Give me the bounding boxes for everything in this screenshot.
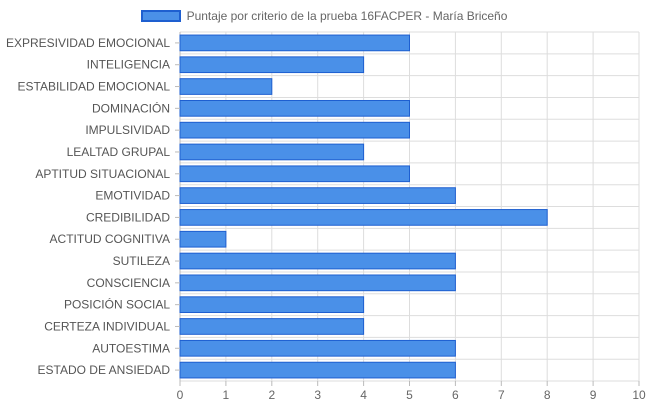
x-tick-label: 2: [268, 388, 275, 402]
x-tick-label: 0: [177, 388, 184, 402]
x-tick-label: 4: [360, 388, 367, 402]
bar: [179, 361, 456, 379]
x-tick-label: 8: [544, 388, 551, 402]
bar: [179, 296, 365, 314]
bar: [179, 34, 410, 52]
category-label: ESTADO DE ANSIEDAD: [38, 363, 171, 377]
x-tick-label: 10: [632, 388, 646, 402]
category-label: DOMINACIÓN: [92, 100, 170, 115]
bar: [179, 121, 410, 139]
bar: [179, 230, 227, 248]
category-label: EMOTIVIDAD: [95, 189, 170, 203]
category-label: POSICIÓN SOCIAL: [64, 297, 170, 312]
bar: [179, 318, 365, 335]
bar: [179, 252, 456, 270]
bar: [179, 209, 548, 226]
x-tick-label: 1: [223, 388, 230, 402]
bar: [179, 187, 456, 204]
bar: [179, 99, 410, 117]
x-tick-label: 3: [314, 388, 321, 402]
x-tick-label: 5: [406, 388, 413, 402]
category-label: ACTITUD COGNITIVA: [50, 232, 170, 246]
x-tick-label: 6: [452, 388, 459, 402]
x-tick-label: 9: [590, 388, 597, 402]
category-label: CONSCIENCIA: [87, 276, 170, 290]
category-label: EXPRESIVIDAD EMOCIONAL: [6, 36, 170, 50]
legend-swatch: [140, 10, 181, 22]
bar: [179, 78, 273, 95]
bar: [179, 165, 410, 183]
chart-legend[interactable]: Puntaje por criterio de la prueba 16FACP…: [0, 6, 648, 26]
legend-label: Puntaje por criterio de la prueba 16FACP…: [186, 9, 508, 23]
bar: [179, 274, 456, 292]
category-label: SUTILEZA: [113, 254, 170, 268]
category-label: AUTOESTIMA: [92, 341, 170, 355]
category-label: ESTABILIDAD EMOCIONAL: [18, 80, 171, 94]
category-label: CERTEZA INDIVIDUAL: [44, 319, 170, 333]
bar: [179, 56, 365, 74]
category-label: CREDIBILIDAD: [86, 210, 170, 224]
bar: [179, 339, 456, 357]
category-label: APTITUD SITUACIONAL: [35, 167, 170, 181]
category-label: LEALTAD GRUPAL: [67, 145, 171, 159]
category-label: IMPULSIVIDAD: [85, 123, 170, 137]
category-label: INTELIGENCIA: [87, 58, 170, 72]
x-tick-label: 7: [498, 388, 505, 402]
bar: [179, 143, 365, 161]
